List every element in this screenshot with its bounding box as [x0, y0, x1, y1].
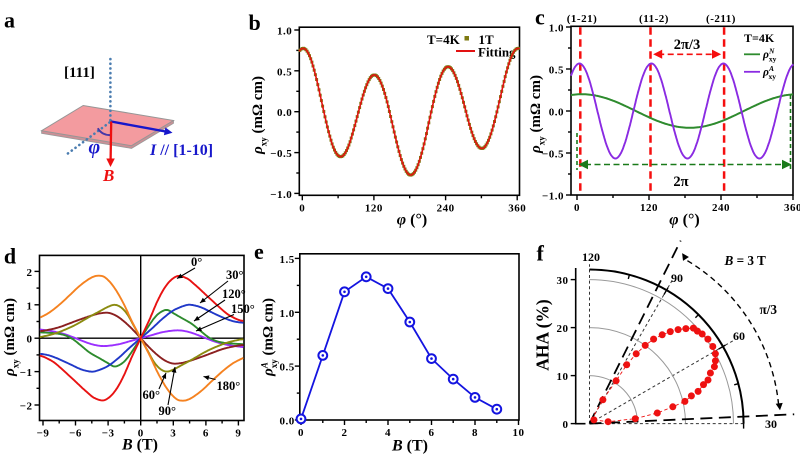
svg-text:e: e [254, 239, 264, 264]
svg-text:[111]: [111] [64, 65, 95, 81]
svg-text:−0.5: −0.5 [542, 149, 564, 161]
svg-text:6: 6 [203, 428, 209, 440]
svg-text:φ (°): φ (°) [669, 212, 699, 229]
svg-text:20: 20 [557, 323, 569, 335]
svg-text:4: 4 [385, 427, 391, 439]
svg-text:−0.5: −0.5 [270, 148, 292, 160]
svg-text:8: 8 [472, 427, 478, 439]
svg-text:10: 10 [513, 427, 525, 439]
svg-text:60: 60 [733, 329, 745, 343]
svg-text:90: 90 [671, 271, 683, 285]
svg-text:0.5: 0.5 [277, 66, 292, 78]
svg-text:0°: 0° [191, 255, 202, 269]
svg-text:−9: −9 [37, 428, 50, 440]
svg-text:B (T): B (T) [391, 438, 428, 455]
svg-text:a: a [4, 8, 15, 33]
svg-text:φ: φ [89, 137, 101, 159]
svg-text:0: 0 [27, 334, 33, 346]
svg-text:2π/3: 2π/3 [674, 37, 700, 53]
svg-text:240: 240 [712, 202, 730, 214]
svg-text:(11-2): (11-2) [639, 13, 669, 25]
svg-text:120°: 120° [222, 287, 246, 301]
svg-text:3: 3 [170, 428, 176, 440]
svg-text:1T: 1T [479, 32, 495, 47]
svg-text:b: b [249, 10, 261, 35]
svg-text:240: 240 [437, 202, 455, 214]
svg-text:Fitting: Fitting [478, 45, 516, 60]
svg-text:0: 0 [138, 428, 144, 440]
svg-text:120: 120 [582, 250, 600, 264]
svg-text:−1: −1 [20, 367, 33, 379]
svg-text:−6: −6 [69, 428, 82, 440]
svg-text:360: 360 [508, 202, 526, 214]
svg-text:ρxy (mΩ cm): ρxy (mΩ cm) [2, 298, 21, 377]
svg-text:30: 30 [557, 275, 569, 287]
svg-text:AHA (%): AHA (%) [533, 299, 553, 371]
svg-text:B: B [102, 166, 114, 185]
svg-text:B (T): B (T) [121, 437, 158, 454]
svg-text:2: 2 [27, 267, 33, 279]
svg-text:(1-21): (1-21) [567, 13, 598, 25]
svg-text:120: 120 [640, 202, 658, 214]
svg-text:−2: −2 [20, 401, 33, 413]
svg-text:180°: 180° [217, 379, 241, 393]
svg-text:120: 120 [365, 202, 383, 214]
svg-text:30: 30 [765, 417, 777, 431]
svg-text:−1.0: −1.0 [542, 191, 564, 203]
svg-text:6: 6 [429, 427, 435, 439]
svg-text:B = 3 T: B = 3 T [724, 253, 767, 268]
svg-text:0: 0 [298, 427, 304, 439]
svg-text:2: 2 [342, 427, 348, 439]
svg-text:c: c [535, 5, 545, 30]
svg-text:0.5: 0.5 [280, 362, 295, 374]
svg-text:φ (°): φ (°) [397, 212, 427, 229]
svg-text:1: 1 [27, 300, 33, 312]
svg-text:T=4K: T=4K [427, 32, 461, 47]
svg-text:0: 0 [563, 419, 569, 431]
svg-text:ρxy (mΩ cm): ρxy (mΩ cm) [528, 75, 547, 154]
svg-text:1.0: 1.0 [549, 23, 564, 35]
svg-text:90°: 90° [159, 404, 177, 418]
svg-text:0.0: 0.0 [549, 107, 564, 119]
svg-text:f: f [537, 241, 545, 266]
svg-text:ρAxy (mΩ cm): ρAxy (mΩ cm) [260, 298, 280, 377]
svg-text:(-211): (-211) [706, 13, 736, 25]
svg-text:0.5: 0.5 [549, 65, 564, 77]
svg-text:30°: 30° [226, 268, 244, 282]
svg-text:9: 9 [235, 428, 241, 440]
svg-text:150°: 150° [231, 302, 255, 316]
svg-text:1.0: 1.0 [280, 308, 295, 320]
svg-text:0: 0 [299, 202, 305, 214]
svg-text:0.0: 0.0 [277, 107, 292, 119]
svg-text:−3: −3 [102, 428, 115, 440]
svg-text:−1.0: −1.0 [270, 189, 292, 201]
svg-text:10: 10 [557, 371, 569, 383]
svg-text:1.5: 1.5 [280, 254, 295, 266]
svg-text:2π: 2π [673, 174, 688, 190]
svg-text:360: 360 [784, 202, 800, 214]
svg-text:ρxy (mΩ cm): ρxy (mΩ cm) [250, 76, 269, 155]
svg-text:T=4K: T=4K [744, 31, 775, 45]
svg-text:0: 0 [574, 202, 580, 214]
svg-text:π/3: π/3 [760, 302, 778, 317]
svg-text:I // [1-10]: I // [1-10] [149, 142, 213, 159]
svg-text:d: d [4, 243, 16, 268]
svg-text:ρAxy: ρA xy [762, 64, 776, 81]
svg-text:1.0: 1.0 [277, 26, 292, 38]
svg-text:60°: 60° [143, 388, 161, 402]
svg-text:0.0: 0.0 [280, 416, 295, 428]
